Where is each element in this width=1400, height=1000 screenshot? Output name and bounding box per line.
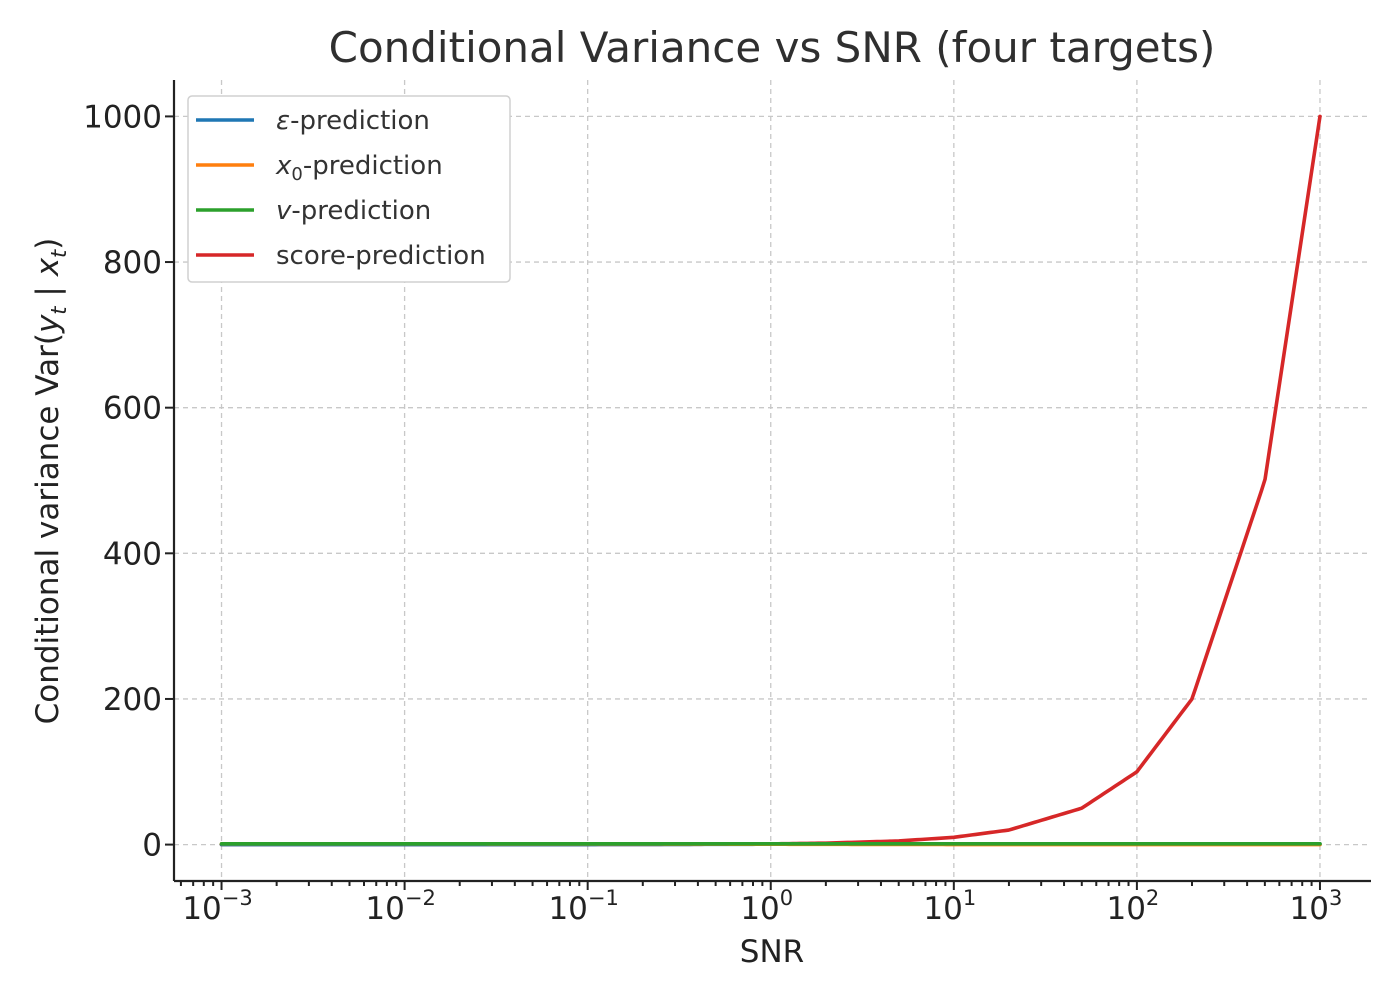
x-tick-exponent: 0 — [780, 886, 793, 910]
axes — [172, 80, 1371, 883]
x-tick-base: 10 — [182, 891, 221, 927]
x-tick-base: 10 — [923, 891, 962, 927]
y-tick-label: 400 — [103, 536, 162, 572]
x-tick-label: 10−3 — [182, 886, 252, 927]
x-tick-label: 10−2 — [365, 886, 435, 927]
legend-box — [187, 95, 511, 283]
legend: ε-prediction x0-prediction v-prediction sco… — [187, 95, 511, 283]
x-tick-exponent: −1 — [588, 886, 619, 910]
x-tick-exponent: 1 — [963, 886, 976, 910]
legend-label: x0-prediction — [275, 151, 443, 185]
y-tick-label: 800 — [103, 245, 162, 281]
x-tick-label: 101 — [923, 886, 976, 927]
x-tick-label: 103 — [1290, 886, 1343, 927]
y-tick-label: 600 — [103, 391, 162, 427]
legend-label: ε-prediction — [276, 106, 430, 136]
x-tick-label: 10−1 — [548, 886, 618, 927]
series-lines — [219, 114, 1322, 847]
x-tick-exponent: −3 — [222, 886, 253, 910]
legend-label: score-prediction — [276, 241, 486, 271]
x-tick-exponent: −2 — [405, 886, 436, 910]
x-tick-base: 10 — [1290, 891, 1329, 927]
y-ticks: 0 200 400 600 800 1000 — [83, 99, 174, 864]
x-tick-base: 10 — [1106, 891, 1145, 927]
x-tick-exponent: 2 — [1146, 886, 1159, 910]
x-tick-label: 102 — [1106, 886, 1159, 927]
y-axis-label: Conditional variance Var(yt | xt) — [30, 238, 71, 725]
x-tick-base: 10 — [365, 891, 404, 927]
legend-label: v-prediction — [276, 196, 431, 226]
x-tick-label: 100 — [740, 886, 793, 927]
x-axis-label: SNR — [740, 934, 804, 970]
y-tick-label: 0 — [142, 828, 162, 864]
x-ticks: 10−3 10−2 10−1 100 101 102 103 — [179, 881, 1343, 927]
x-tick-exponent: 3 — [1329, 886, 1342, 910]
y-tick-label: 200 — [103, 682, 162, 718]
x-tick-base: 10 — [740, 891, 779, 927]
x-tick-base: 10 — [548, 891, 587, 927]
chart-title: Conditional Variance vs SNR (four target… — [329, 23, 1216, 72]
y-tick-label: 1000 — [83, 99, 162, 135]
